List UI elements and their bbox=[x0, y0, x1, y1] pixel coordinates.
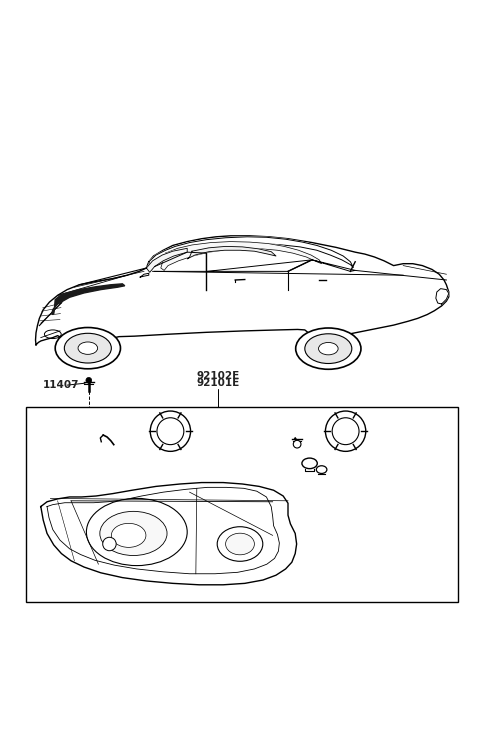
Text: 92161A: 92161A bbox=[352, 407, 396, 417]
Polygon shape bbox=[36, 236, 449, 352]
Text: 92101E: 92101E bbox=[197, 378, 240, 387]
Text: 92161A: 92161A bbox=[148, 407, 192, 417]
Text: 11407: 11407 bbox=[43, 380, 80, 390]
Ellipse shape bbox=[305, 334, 352, 363]
Polygon shape bbox=[140, 273, 149, 277]
Ellipse shape bbox=[302, 458, 317, 468]
Ellipse shape bbox=[86, 499, 187, 566]
Circle shape bbox=[332, 418, 359, 444]
Text: 92102E: 92102E bbox=[197, 371, 240, 381]
Ellipse shape bbox=[296, 328, 361, 369]
Polygon shape bbox=[149, 237, 353, 269]
Ellipse shape bbox=[111, 523, 146, 547]
Circle shape bbox=[325, 411, 366, 451]
Ellipse shape bbox=[64, 333, 111, 363]
Ellipse shape bbox=[316, 465, 327, 474]
Circle shape bbox=[103, 537, 116, 550]
Text: 18647: 18647 bbox=[84, 431, 120, 441]
Polygon shape bbox=[146, 248, 187, 272]
Circle shape bbox=[150, 411, 191, 451]
Ellipse shape bbox=[100, 511, 167, 556]
Ellipse shape bbox=[78, 342, 97, 354]
Text: 92340B: 92340B bbox=[326, 453, 371, 462]
Ellipse shape bbox=[55, 328, 120, 368]
Text: 18647J: 18647J bbox=[276, 431, 316, 441]
Text: 18644E: 18644E bbox=[314, 461, 358, 472]
Ellipse shape bbox=[319, 342, 338, 355]
Polygon shape bbox=[161, 241, 322, 271]
Polygon shape bbox=[187, 247, 276, 259]
Polygon shape bbox=[436, 289, 449, 304]
Polygon shape bbox=[52, 284, 125, 314]
Ellipse shape bbox=[226, 533, 254, 555]
Circle shape bbox=[157, 418, 184, 444]
Circle shape bbox=[293, 441, 301, 448]
Polygon shape bbox=[41, 483, 297, 585]
Ellipse shape bbox=[217, 526, 263, 561]
Circle shape bbox=[86, 378, 92, 384]
FancyBboxPatch shape bbox=[26, 407, 458, 602]
